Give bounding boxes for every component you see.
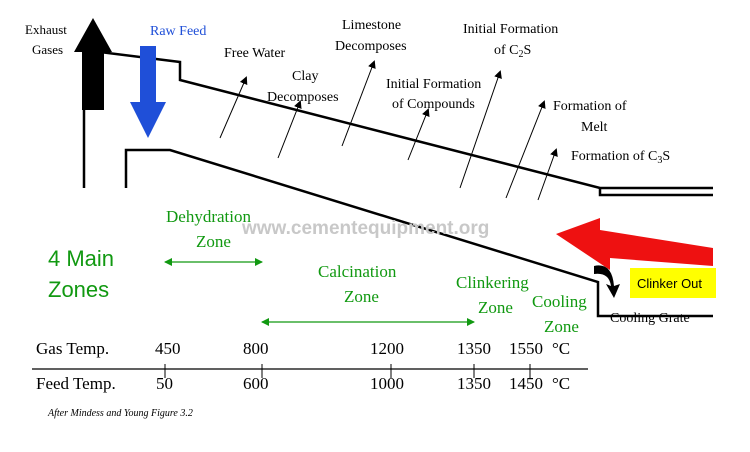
- melt-arrow: [505, 100, 546, 199]
- feed-temp-50: 50: [156, 374, 173, 393]
- hot-gas-arrow: [556, 218, 713, 270]
- formation-melt-label-2: Melt: [581, 120, 608, 135]
- limestone-label: Limestone: [342, 18, 401, 33]
- initial-c2s-label: Initial Formation: [463, 22, 558, 37]
- exhaust-gases-label-2: Gases: [32, 42, 63, 57]
- calcination-zone-label: Calcination: [318, 262, 397, 281]
- initial-c2s-label-2: of C2S: [494, 43, 531, 60]
- main-zones-label-2: Zones: [48, 277, 109, 302]
- clay-decomposes-label: Decomposes: [267, 90, 339, 105]
- c3s-arrow: [537, 148, 558, 201]
- clinker-out-box: [630, 268, 716, 298]
- gas-temp-label: Gas Temp.: [36, 339, 109, 358]
- clinkering-zone-label-2: Zone: [478, 298, 513, 317]
- feed-temp-label: Feed Temp.: [36, 374, 116, 393]
- cooling-zone-label: Cooling: [532, 292, 587, 311]
- feed-temp-1450: 1450: [509, 374, 543, 393]
- kiln-upper-wall: [82, 48, 713, 190]
- gas-temp-unit: °C: [552, 339, 570, 358]
- dehydration-zone-label: Dehydration: [166, 207, 251, 226]
- feed-temp-1000: 1000: [370, 374, 404, 393]
- reaction-arrows: [219, 60, 558, 201]
- compounds-arrow: [407, 108, 430, 161]
- gas-temp-1550: 1550: [509, 339, 543, 358]
- limestone-arrow: [341, 60, 376, 147]
- raw-feed-label: Raw Feed: [150, 24, 206, 39]
- gas-temp-450: 450: [155, 339, 181, 358]
- limestone-decomposes-label: Decomposes: [335, 39, 407, 54]
- watermark: www.cementequipment.org: [241, 218, 489, 239]
- c2s-arrow: [459, 70, 502, 189]
- figure-caption: After Mindess and Young Figure 3.2: [47, 408, 193, 419]
- calcination-zone-label-2: Zone: [344, 287, 379, 306]
- clay-arrow: [277, 100, 302, 159]
- formation-c3s-label: Formation of C3S: [571, 149, 670, 166]
- exhaust-gases-label: Exhaust: [25, 22, 67, 37]
- cooling-grate-label: Cooling Grate: [610, 311, 690, 326]
- free-water-arrow: [219, 76, 248, 139]
- gas-temp-800: 800: [243, 339, 269, 358]
- gas-temp-1350: 1350: [457, 339, 491, 358]
- main-zones-label: 4 Main: [48, 246, 114, 271]
- free-water-label: Free Water: [224, 46, 286, 61]
- feed-temp-1350: 1350: [457, 374, 491, 393]
- kiln-outlet-lip: [598, 188, 713, 197]
- formation-melt-label: Formation of: [553, 99, 627, 114]
- initial-compounds-label: Initial Formation: [386, 77, 481, 92]
- cooling-zone-label-2: Zone: [544, 317, 579, 336]
- clinker-discharge-arrow: [594, 265, 620, 298]
- dehydration-zone-label-2: Zone: [196, 232, 231, 251]
- feed-temp-unit: °C: [552, 374, 570, 393]
- exhaust-arrow: [74, 18, 112, 110]
- clay-label: Clay: [292, 69, 318, 84]
- kiln-lower-wall: [124, 148, 713, 318]
- clinker-out-label: Clinker Out: [637, 276, 702, 291]
- initial-compounds-label-2: of Compounds: [392, 97, 475, 112]
- clinkering-zone-label: Clinkering: [456, 273, 529, 292]
- gas-temp-1200: 1200: [370, 339, 404, 358]
- raw-feed-arrow: [130, 46, 166, 138]
- feed-temp-600: 600: [243, 374, 269, 393]
- temperature-ticks: [164, 364, 531, 378]
